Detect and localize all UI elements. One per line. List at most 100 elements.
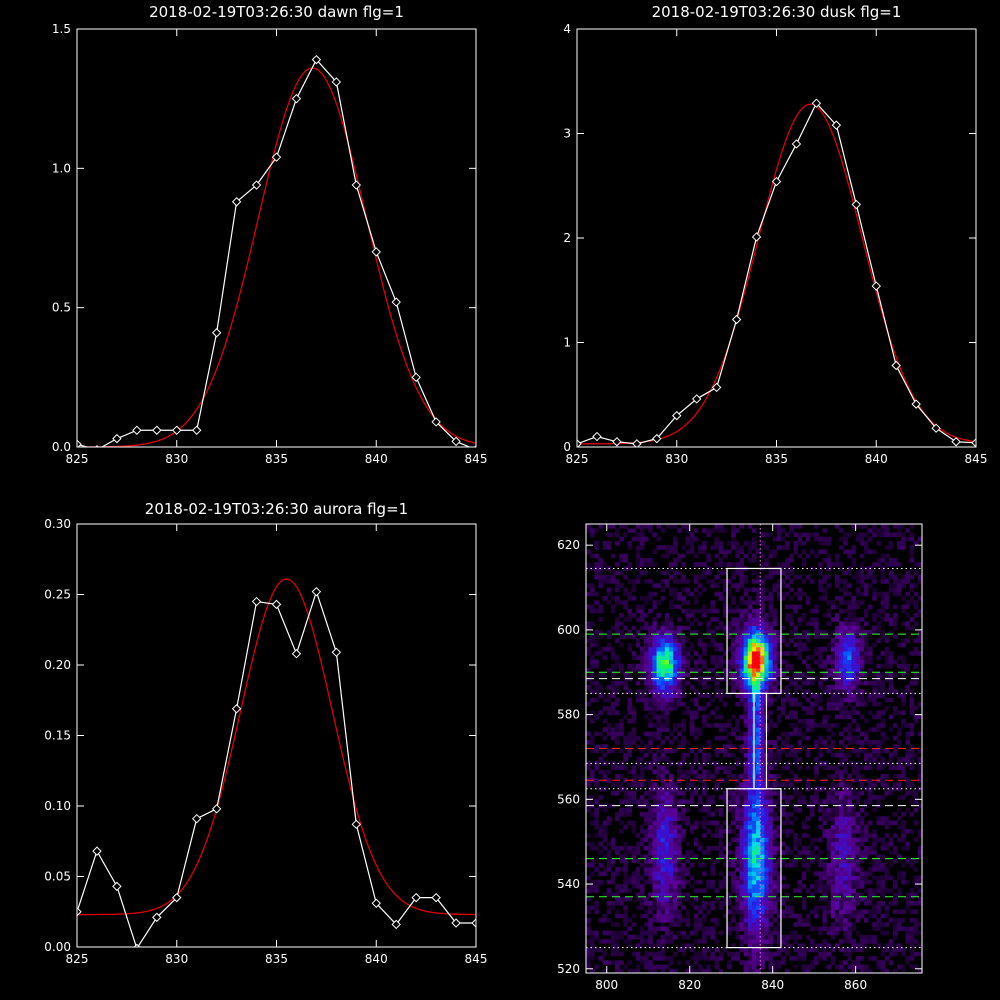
heatmap-cell [756, 926, 761, 932]
heatmap-cell [785, 833, 790, 838]
heatmap-cell [855, 816, 861, 821]
heatmap-cell [789, 693, 794, 699]
heatmap-cell [689, 824, 695, 830]
heatmap-cell [747, 778, 753, 783]
heatmap-cell [627, 646, 633, 652]
heatmap-cell [805, 710, 811, 716]
heatmap-cell [710, 710, 715, 716]
heatmap-cell [727, 824, 732, 830]
heatmap-cell [735, 604, 740, 610]
heatmap-cell [851, 740, 857, 745]
heatmap-cell [644, 858, 649, 864]
heatmap-cell [648, 778, 653, 783]
heatmap-cell [760, 947, 765, 953]
heatmap-cell [785, 562, 790, 567]
heatmap-cell [668, 684, 674, 690]
heatmap-cell [644, 752, 649, 758]
heatmap-cell [648, 934, 653, 940]
heatmap-cell [847, 684, 852, 690]
heatmap-cell [793, 642, 798, 648]
heatmap-cell [768, 799, 774, 804]
heatmap-cell [668, 900, 674, 906]
heatmap-cell [706, 668, 711, 673]
heatmap-cell [685, 769, 691, 775]
heatmap-cell [776, 596, 782, 601]
heatmap-cell [776, 536, 782, 542]
heatmap-cell [668, 892, 674, 898]
heatmap-cell [859, 553, 865, 559]
heatmap-cell [735, 545, 740, 550]
heatmap-cell [764, 896, 769, 902]
heatmap-cell [822, 888, 827, 893]
heatmap-cell [631, 778, 637, 783]
heatmap-cell [756, 960, 761, 965]
heatmap-cell [673, 875, 678, 881]
heatmap-cell [735, 723, 740, 728]
heatmap-cell [743, 824, 749, 830]
heatmap-cell [843, 778, 848, 783]
heatmap-cell [664, 549, 670, 555]
heatmap-cell [610, 680, 616, 686]
heatmap-cell [780, 710, 786, 716]
heatmap-cell [814, 773, 819, 779]
heatmap-cell [768, 765, 774, 771]
heatmap-cell [739, 896, 745, 902]
heatmap-cell [639, 862, 645, 868]
heatmap-cell [884, 697, 890, 703]
heatmap-cell [743, 964, 749, 970]
heatmap-cell [747, 629, 753, 635]
heatmap-cell [768, 828, 774, 834]
heatmap-cell [780, 651, 786, 656]
heatmap-cell [689, 591, 695, 597]
heatmap-cell [731, 850, 736, 855]
heatmap-cell [698, 845, 703, 851]
heatmap-cell [664, 629, 670, 635]
heatmap-cell [801, 629, 807, 635]
heatmap-cell [718, 570, 724, 576]
heatmap-cell [606, 939, 612, 944]
heatmap-cell [876, 723, 881, 728]
heatmap-cell [830, 905, 836, 910]
heatmap-cell [785, 862, 790, 868]
heatmap-cell [776, 773, 782, 779]
heatmap-cell [623, 850, 628, 855]
heatmap-cell [760, 909, 765, 915]
heatmap-cell [768, 634, 774, 639]
heatmap-cell [743, 659, 749, 665]
heatmap-cell [797, 604, 803, 610]
heatmap-cell [810, 706, 815, 711]
heatmap-cell [751, 905, 757, 910]
heatmap-cell [888, 960, 894, 965]
heatmap-cell [768, 964, 774, 970]
heatmap-cell [594, 867, 599, 872]
heatmap-cell [706, 634, 711, 639]
heatmap-cell [818, 723, 823, 728]
heatmap-cell [751, 540, 757, 546]
heatmap-cell [876, 744, 881, 749]
heatmap-cell [834, 943, 840, 948]
heatmap-cell [648, 960, 653, 965]
heatmap-cell [863, 909, 869, 915]
heatmap-cell [764, 900, 769, 906]
heatmap-cell [863, 646, 869, 652]
heatmap-cell [880, 735, 886, 741]
heatmap-cell [905, 748, 910, 754]
heatmap-cell [909, 727, 915, 732]
heatmap-cell [847, 939, 852, 944]
heatmap-cell [731, 926, 736, 932]
heatmap-cell [880, 600, 886, 605]
heatmap-cell [677, 913, 682, 919]
heatmap-cell [751, 790, 757, 796]
heatmap-cell [656, 807, 662, 813]
x-tick-label: 830 [165, 952, 188, 966]
heatmap-cell [855, 651, 861, 656]
heatmap-cell [602, 735, 608, 741]
heatmap-cell [772, 583, 778, 588]
heatmap-cell [785, 617, 790, 622]
heatmap-cell [785, 943, 790, 948]
heatmap-cell [722, 828, 728, 834]
heatmap-cell [656, 744, 662, 749]
heatmap-cell [884, 867, 890, 872]
heatmap-cell [843, 642, 848, 648]
heatmap-cell [677, 655, 682, 660]
